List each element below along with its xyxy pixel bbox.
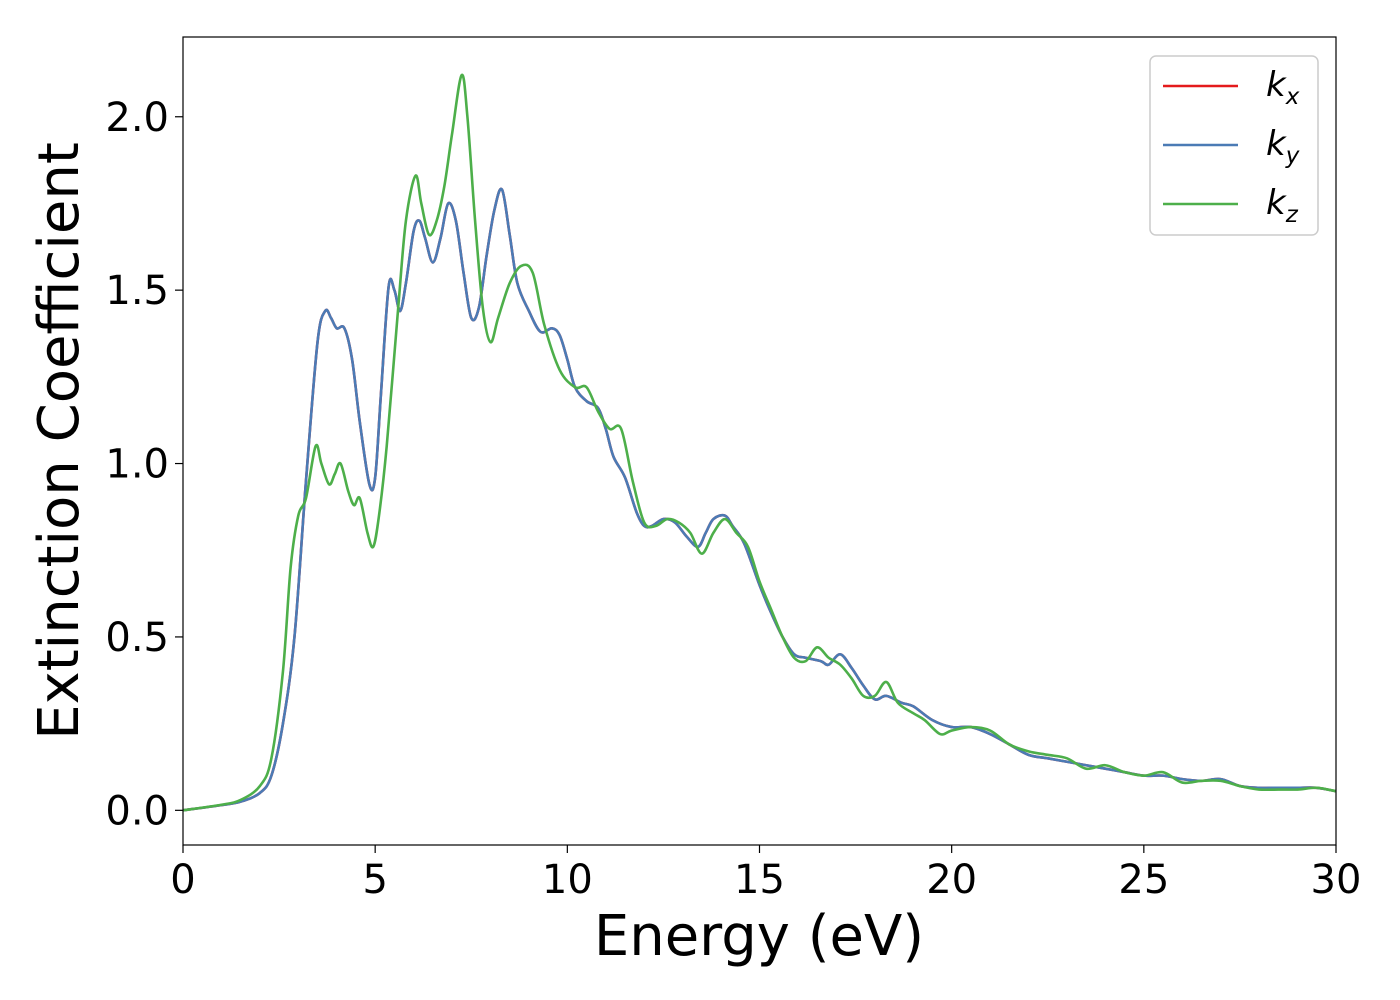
series-line-ky bbox=[182, 187, 1337, 812]
legend-label: ky bbox=[1266, 124, 1300, 169]
x-tick-label: 0 bbox=[170, 857, 195, 903]
y-tick-label: 1.5 bbox=[105, 268, 169, 314]
legend-label-subscript: x bbox=[1285, 84, 1300, 110]
y-tick-label: 2.0 bbox=[105, 95, 169, 141]
legend-label-subscript: y bbox=[1285, 143, 1300, 169]
x-tick-label: 30 bbox=[1311, 857, 1362, 903]
legend-label: kz bbox=[1266, 183, 1299, 228]
y-tick-label: 0.5 bbox=[105, 615, 169, 661]
legend-label-base: k bbox=[1266, 124, 1287, 164]
y-tick-label: 0.0 bbox=[105, 788, 169, 834]
series-line-kz bbox=[182, 73, 1337, 812]
y-tick-label: 1.0 bbox=[105, 442, 169, 488]
x-axis-title: Energy (eV) bbox=[594, 904, 924, 969]
legend-label-base: k bbox=[1266, 183, 1287, 223]
x-tick-label: 25 bbox=[1118, 857, 1169, 903]
x-tick-label: 15 bbox=[734, 857, 785, 903]
x-axis: 0 5 10 15 20 25 30 bbox=[170, 845, 1361, 903]
legend-label: kx bbox=[1266, 65, 1300, 110]
plot-area bbox=[183, 37, 1336, 845]
x-tick-label: 5 bbox=[362, 857, 387, 903]
series-layer bbox=[182, 73, 1337, 812]
y-axis: 0.0 0.5 1.0 1.5 2.0 bbox=[105, 95, 183, 834]
legend-label-base: k bbox=[1266, 65, 1287, 105]
legend-label-subscript: z bbox=[1285, 202, 1299, 228]
x-tick-label: 20 bbox=[926, 857, 977, 903]
x-tick-label: 10 bbox=[542, 857, 593, 903]
y-axis-title: Extinction Coefficient bbox=[27, 142, 92, 740]
